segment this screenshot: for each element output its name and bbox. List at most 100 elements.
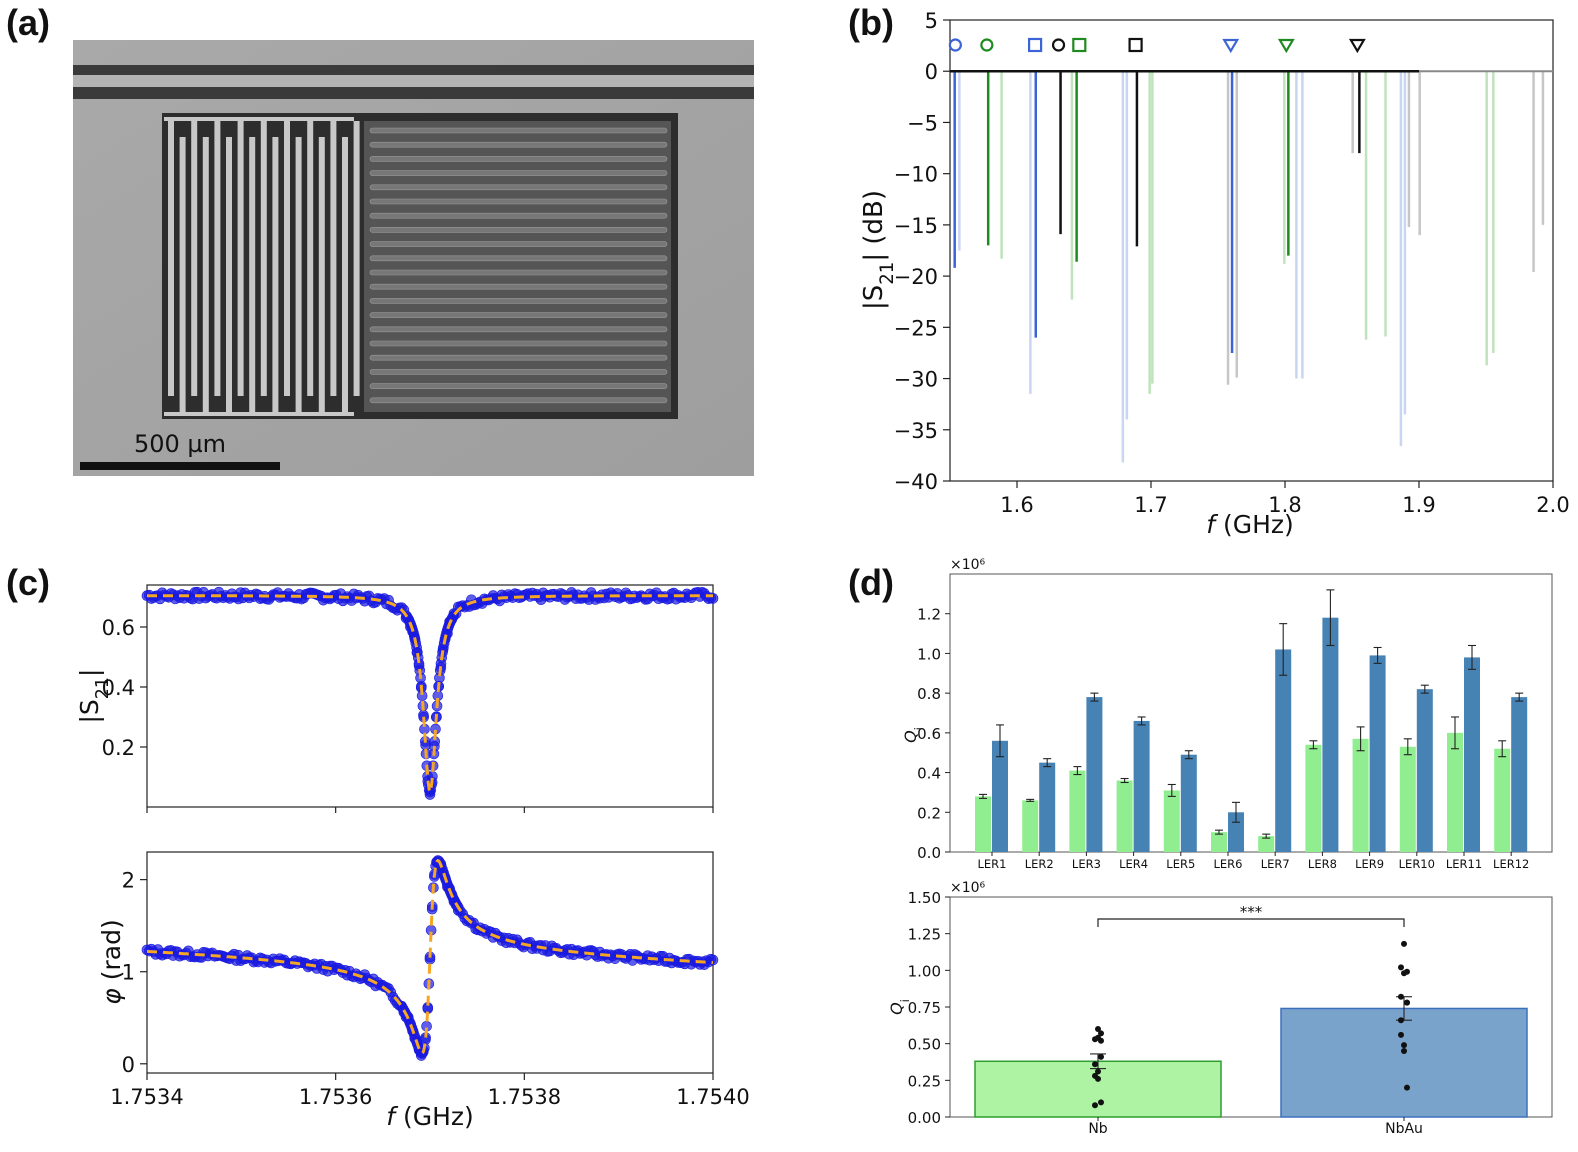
sample-point	[1095, 1068, 1101, 1075]
sample-point	[1098, 1053, 1104, 1060]
y-tick-label: −35	[894, 419, 938, 443]
x-tick-label: 1.7536	[299, 1085, 372, 1109]
panel-d-letter: (d)	[848, 562, 894, 603]
y-tick-label: 1.00	[908, 962, 941, 980]
y-tick-label: −5	[907, 111, 938, 135]
x-tick-label: LER11	[1446, 857, 1482, 871]
x-tick-label: 2.0	[1536, 493, 1569, 517]
x-tick-label: LER12	[1493, 857, 1529, 871]
triangle-marker	[1277, 38, 1295, 54]
y-tick-label: 0	[925, 60, 938, 84]
interdigital-capacitor	[164, 117, 360, 416]
meander-segment	[369, 184, 668, 191]
meander-segment	[369, 298, 668, 304]
y-tick-label: 0.8	[917, 685, 941, 703]
scalebar-label: 500 µm	[134, 430, 226, 458]
sample-point	[1398, 1017, 1404, 1024]
y-tick-label: −25	[894, 316, 938, 340]
y-tick-label: 1.50	[908, 889, 941, 907]
nb-bar	[1352, 738, 1369, 852]
sample-point	[1098, 1037, 1104, 1044]
magnitude-fit-chart: 0.2 0.4 0.6 |S21|	[75, 584, 719, 813]
capacitor-finger	[237, 121, 244, 396]
y-tick-label: 1	[122, 961, 135, 985]
x-tick-label: LER4	[1119, 857, 1148, 871]
nbau-bar	[1133, 720, 1150, 852]
transmission-spectrum-chart: 5 0 −5 −10 −15 −20 −25 −30 −35 −40 1.6 1.7 1.8 1.9 2.0…	[859, 9, 1570, 539]
meander-segment	[369, 369, 668, 375]
circle-marker	[980, 38, 994, 52]
nbau-bar	[1086, 697, 1103, 852]
x-tick-label: LER6	[1214, 857, 1243, 871]
x-tick-label: 1.8	[1268, 493, 1301, 517]
x-axis-label: f (GHz)	[1206, 510, 1294, 539]
sample-point	[1401, 970, 1407, 977]
y-axis-label: φ (rad)	[97, 919, 126, 1004]
x-tick-label: 1.7538	[488, 1085, 561, 1109]
x-tick-label: LER2	[1025, 857, 1054, 871]
panel-a-letter: (a)	[6, 2, 50, 43]
y-tick-label: 1.25	[908, 926, 941, 944]
sample-point	[1398, 993, 1404, 1000]
significance-bracket	[1097, 918, 1405, 927]
x-tick-label: Nb	[1088, 1121, 1107, 1137]
y-tick-label: −20	[894, 265, 938, 289]
x-tick-label: LER1	[978, 857, 1007, 871]
sample-point	[1095, 1026, 1101, 1032]
inductor-region	[364, 121, 671, 412]
capacitor-finger	[202, 137, 209, 412]
capacitor-finger	[168, 121, 174, 396]
sample-point	[1404, 1084, 1410, 1091]
meander-segment	[369, 141, 668, 148]
capacitor-finger	[191, 121, 198, 396]
fit-curve	[147, 858, 714, 1055]
nb-bar	[1399, 746, 1416, 852]
sample-point	[1098, 1099, 1104, 1106]
nb-bar	[1305, 744, 1322, 852]
meander-segment	[369, 340, 668, 347]
panel-c-letter: (c)	[6, 562, 50, 603]
meander-segment	[369, 255, 668, 262]
circle-marker	[948, 38, 962, 52]
meander-inductor	[369, 127, 668, 404]
y-tick-label: 0.50	[908, 1036, 941, 1054]
square-marker	[1072, 37, 1087, 53]
capacitor-bus-top	[164, 117, 354, 121]
nbau-aggregate-bar	[1280, 1007, 1528, 1118]
nbau-bar	[1464, 657, 1480, 852]
feedline-gap-lower	[73, 87, 754, 99]
meander-segment	[369, 227, 668, 233]
capacitor-finger	[272, 137, 279, 412]
scale-label: ×10⁶	[950, 557, 986, 573]
meander-segment	[369, 383, 668, 389]
y-tick-label: −30	[894, 368, 938, 392]
capacitor-finger	[260, 121, 267, 396]
y-tick-label: −15	[894, 214, 938, 238]
sample-point	[1098, 1030, 1104, 1037]
micrograph-panel: 500 µm	[73, 40, 754, 476]
sample-point	[1092, 1102, 1098, 1109]
y-tick-label: 0.00	[908, 1109, 941, 1127]
nbau-bar	[1369, 655, 1386, 852]
sample-point	[1092, 1061, 1098, 1068]
nbau-bar	[992, 740, 1008, 852]
capacitor-finger	[330, 121, 337, 396]
y-tick-label: −40	[894, 470, 938, 494]
x-tick-label: 1.9	[1402, 493, 1435, 517]
sample-point	[1401, 1042, 1407, 1049]
sample-point	[1398, 1031, 1404, 1038]
plot-frame	[949, 19, 1554, 482]
capacitor-finger	[307, 121, 314, 396]
capacitor-finger	[318, 137, 325, 412]
y-tick-label: 5	[925, 9, 938, 33]
meander-segment	[369, 283, 668, 290]
x-axis-label: f (GHz)	[386, 1102, 474, 1131]
y-tick-label: 0.2	[917, 804, 941, 822]
y-tick-label: 0.0	[917, 844, 941, 862]
sample-point	[1404, 999, 1410, 1006]
meander-segment	[369, 156, 668, 162]
phase-fit-chart: 0 1 2 1.7534 1.7536 1.7538 1.7540 f (GHz) φ (rad…	[97, 851, 750, 1131]
nbau-bar	[1180, 754, 1197, 852]
data-point	[707, 954, 719, 966]
